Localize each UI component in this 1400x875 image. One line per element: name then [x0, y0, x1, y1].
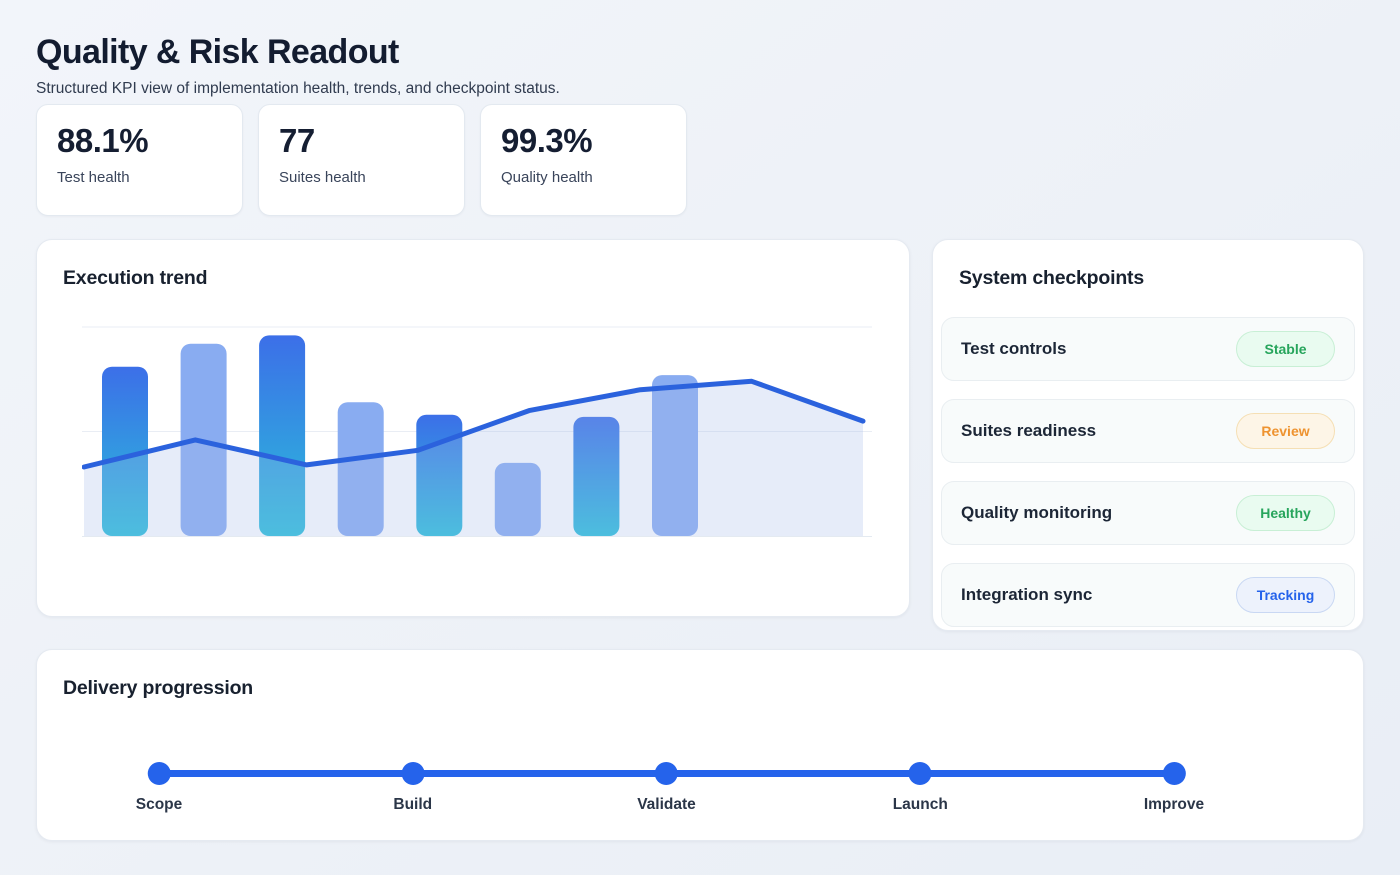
- timeline-stop: Scope: [135, 762, 183, 814]
- kpi-value: 99.3%: [501, 122, 593, 159]
- page-header: Quality & Risk Readout Structured KPI vi…: [36, 32, 1364, 98]
- delivery-timeline: Scope Build Validate Launch Improve: [63, 700, 1337, 813]
- timeline-stage-dot[interactable]: [401, 762, 425, 785]
- kpi-label: Suites health: [279, 169, 366, 186]
- status-badge: Stable: [1236, 331, 1335, 367]
- page-subtitle: Structured KPI view of implementation he…: [36, 80, 560, 97]
- trend-bar[interactable]: [652, 375, 698, 536]
- status-badge: Healthy: [1236, 495, 1335, 531]
- timeline-stage-dot[interactable]: [1162, 762, 1186, 785]
- kpi-row: 88.1% Test health 77 Suites health 99.3% Qual…: [36, 104, 1364, 216]
- checkpoint-label: Suites readiness: [961, 421, 1097, 440]
- checkpoint-row[interactable]: Suites readiness Review: [941, 399, 1355, 463]
- checkpoint-label: Integration sync: [961, 585, 1093, 604]
- kpi-card: 77 Suites health: [258, 104, 465, 216]
- checkpoint-label: Test controls: [961, 339, 1067, 358]
- timeline-stage-label: Launch: [892, 796, 948, 813]
- timeline-stage-label: Scope: [135, 796, 183, 813]
- kpi-card: 99.3% Quality health: [480, 104, 687, 216]
- checkpoint-row[interactable]: Integration sync Tracking: [941, 563, 1355, 627]
- execution-trend-card: Execution trend: [36, 239, 910, 617]
- checkpoint-label: Quality monitoring: [961, 503, 1113, 522]
- trend-bar[interactable]: [337, 402, 384, 536]
- trend-area: [84, 381, 863, 536]
- execution-trend-chart: [82, 326, 872, 537]
- trend-bar[interactable]: [259, 335, 306, 536]
- main-row: Execution trend System checkpoints Test …: [36, 239, 1364, 631]
- checkpoint-row[interactable]: Quality monitoring Healthy: [941, 481, 1355, 545]
- kpi-value: 77: [279, 122, 315, 159]
- page-title: Quality & Risk Readout: [36, 33, 399, 71]
- timeline-stage-dot[interactable]: [655, 762, 678, 785]
- delivery-progression-card: Delivery progression Scope Build Validate L…: [36, 649, 1364, 841]
- system-checkpoints-panel: System checkpoints Test controls Stable Su…: [932, 239, 1364, 631]
- timeline-stage-label: Validate: [637, 796, 696, 813]
- timeline-stop: Improve: [1144, 762, 1204, 814]
- status-badge: Review: [1236, 413, 1335, 449]
- kpi-label: Test health: [57, 169, 130, 186]
- status-badge: Tracking: [1236, 577, 1335, 613]
- kpi-value: 88.1%: [57, 122, 149, 159]
- system-checkpoints-title: System checkpoints: [959, 267, 1144, 289]
- timeline-stage-label: Build: [393, 796, 433, 813]
- timeline-stop: Launch: [893, 762, 948, 814]
- timeline-stop: Validate: [637, 762, 696, 814]
- timeline-stop: Build: [393, 762, 432, 814]
- checkpoint-row[interactable]: Test controls Stable: [941, 317, 1355, 381]
- timeline-stage-label: Improve: [1143, 796, 1205, 813]
- kpi-label: Quality health: [501, 169, 593, 186]
- checkpoint-list: Test controls Stable Suites readiness Revie…: [941, 317, 1355, 627]
- execution-trend-title: Execution trend: [63, 267, 208, 289]
- kpi-card: 88.1% Test health: [36, 104, 243, 216]
- timeline-stage-dot[interactable]: [147, 762, 171, 785]
- trend-line: [82, 378, 866, 470]
- trend-bar[interactable]: [102, 366, 148, 536]
- trend-bar[interactable]: [494, 462, 541, 536]
- delivery-progression-title: Delivery progression: [63, 677, 253, 699]
- timeline-stage-dot[interactable]: [908, 762, 932, 785]
- trend-bar[interactable]: [573, 416, 620, 536]
